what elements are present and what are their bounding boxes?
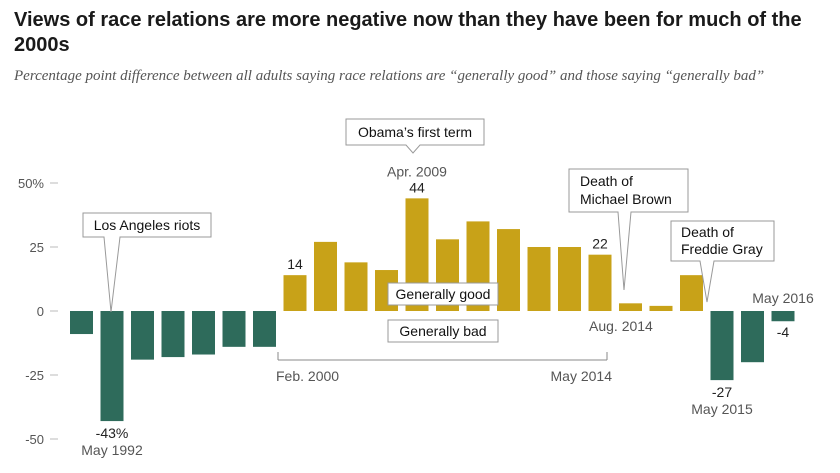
range-end-label: May 2014 xyxy=(551,368,613,384)
generally-good-box: Generally good xyxy=(387,282,499,306)
y-axis: 50% 25 0 -25 -50 xyxy=(18,176,58,447)
bar xyxy=(131,311,154,360)
bar xyxy=(283,275,307,311)
obama-label: Obama’s first term xyxy=(358,124,472,140)
la-riots-callout: Los Angeles riots xyxy=(82,212,212,313)
bar xyxy=(497,229,520,311)
bar-date-label: May 1992 xyxy=(81,442,143,458)
generally-good-label: Generally good xyxy=(396,286,491,302)
bar xyxy=(680,275,703,311)
y-tick-label: -50 xyxy=(25,432,44,447)
generally-bad-box: Generally bad xyxy=(387,319,499,343)
obama-callout: Obama’s first term xyxy=(345,118,485,154)
range-start-label: Feb. 2000 xyxy=(276,368,339,384)
bar xyxy=(588,254,612,311)
bar xyxy=(649,305,673,311)
freddie-gray-callout: Death of Freddie Gray xyxy=(670,220,775,303)
bar-value-label: -43% xyxy=(96,425,129,441)
bar xyxy=(741,311,764,363)
bar-date-label: May 2016 xyxy=(752,290,814,306)
bars xyxy=(70,198,795,422)
bar-value-label: -27 xyxy=(712,384,732,400)
bar xyxy=(710,311,734,381)
bar-value-label: 14 xyxy=(287,256,303,272)
bar xyxy=(558,247,581,311)
bar xyxy=(771,311,795,322)
bar xyxy=(314,241,337,311)
freddie-gray-line2: Freddie Gray xyxy=(681,241,763,257)
aug-2014-label: Aug. 2014 xyxy=(589,318,653,334)
y-tick-label: 0 xyxy=(37,304,44,319)
bar xyxy=(161,311,185,358)
bar-value-label: -4 xyxy=(777,324,790,340)
bar-date-label: Apr. 2009 xyxy=(387,163,447,179)
bar xyxy=(70,311,93,335)
la-riots-label: Los Angeles riots xyxy=(94,217,201,233)
bar xyxy=(222,311,246,347)
y-tick-label: 25 xyxy=(30,240,44,255)
chart-subtitle: Percentage point difference between all … xyxy=(14,68,765,84)
bar-value-label: 44 xyxy=(409,179,425,195)
y-tick-label: -25 xyxy=(25,368,44,383)
michael-brown-callout: Death of Michael Brown xyxy=(568,168,689,291)
bar-value-label: 22 xyxy=(592,236,608,252)
bar xyxy=(527,247,551,311)
bar xyxy=(344,262,368,311)
chart-title: Views of race relations are more negativ… xyxy=(14,9,802,56)
bar xyxy=(253,311,276,347)
generally-bad-label: Generally bad xyxy=(399,323,486,339)
bar xyxy=(192,311,215,355)
bar-date-label: May 2015 xyxy=(691,401,753,417)
freddie-gray-line1: Death of xyxy=(681,224,734,240)
michael-brown-line1: Death of xyxy=(580,173,633,189)
range-bracket xyxy=(277,352,608,361)
michael-brown-line2: Michael Brown xyxy=(580,191,672,207)
bar xyxy=(619,303,642,311)
y-tick-label: 50% xyxy=(18,176,44,191)
bar xyxy=(100,311,124,422)
